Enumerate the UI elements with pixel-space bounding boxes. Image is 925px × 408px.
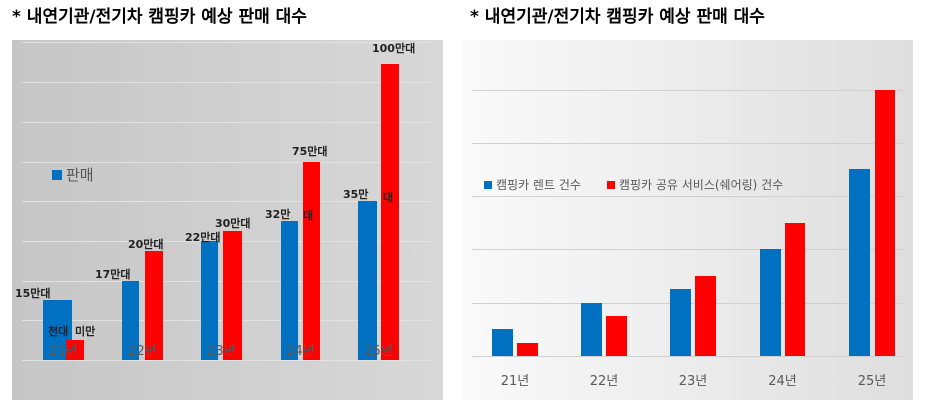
gridline: [22, 42, 433, 44]
red-bar-23년: [695, 276, 716, 356]
red-bar-24년: [785, 222, 805, 356]
x-tick-label: 23년: [207, 344, 236, 359]
gridline: [472, 142, 903, 144]
x-tick-label: 21년: [49, 344, 78, 359]
data-label: 대: [303, 209, 314, 222]
data-label: 대: [383, 191, 394, 204]
gridline: [22, 201, 433, 203]
data-label: 35만: [343, 188, 369, 201]
legend-swatch: [606, 180, 615, 189]
x-tick-label: 25년: [364, 344, 393, 359]
legend-swatch: [52, 169, 62, 180]
data-label: 30만대: [215, 217, 251, 230]
chart-title-right: * 내연기관/전기차 캠핑카 예상 판매 대수: [470, 7, 765, 27]
red-bar-25년: [875, 89, 895, 356]
blue-bar-22년: [581, 302, 602, 356]
x-tick-label: 22년: [589, 374, 619, 389]
legend-label: 판매: [66, 166, 94, 184]
data-label: 20만대: [128, 238, 164, 251]
chart-right: 캠핑카 렌트 건수 캠핑카 공유 서비스(쉐어링) 건수 21년 22년 23년 24…: [462, 40, 913, 400]
blue-bar-25년: [849, 169, 870, 356]
red-bar-22년: [145, 250, 163, 360]
blue-bar-23년: [201, 240, 218, 360]
gridline: [22, 360, 433, 361]
gridline: [472, 356, 903, 357]
x-tick-label: 24년: [286, 344, 315, 359]
legend-label: 캠핑카 공유 서비스(쉐어링) 건수: [618, 178, 784, 192]
data-label: 15만대: [15, 287, 51, 300]
gridline: [22, 161, 433, 163]
blue-bar-24년: [760, 249, 781, 356]
chart-title-left: * 내연기관/전기차 캠핑카 예상 판매 대수: [12, 7, 307, 27]
gridline: [22, 82, 433, 84]
gridline: [22, 121, 433, 123]
chart-left: 판매 15만대 천대 미만 17만대 20만대 22만대 30만대 32만 대 …: [12, 40, 443, 400]
legend-swatch: [484, 180, 492, 189]
data-label: 100만대: [372, 42, 416, 55]
red-bar-23년: [223, 230, 242, 360]
x-tick-label: 23년: [678, 374, 708, 389]
legend-label: 캠핑카 렌트 건수: [496, 178, 581, 192]
legend: 판매: [52, 164, 94, 185]
blue-bar-21년: [492, 329, 513, 356]
x-tick-label: 25년: [857, 374, 887, 389]
x-tick-label: 21년: [500, 374, 530, 389]
red-bar-22년: [606, 316, 627, 356]
legend: 캠핑카 렌트 건수 캠핑카 공유 서비스(쉐어링) 건수: [484, 176, 783, 193]
data-label: 미만: [75, 325, 96, 338]
blue-bar-23년: [670, 289, 691, 356]
red-bar-21년: [517, 342, 538, 356]
red-bar-25년: [381, 64, 399, 360]
x-tick-label: 24년: [768, 374, 797, 389]
gridline: [472, 89, 903, 91]
blue-bar-22년: [122, 280, 139, 360]
data-label: 32만: [265, 208, 291, 221]
x-tick-label: 22년: [128, 344, 157, 359]
gridline: [472, 249, 903, 251]
data-label: 17만대: [95, 268, 131, 281]
data-label: 천대: [48, 325, 69, 338]
blue-bar-25년: [358, 201, 377, 360]
gridline: [472, 196, 903, 198]
data-label: 75만대: [292, 145, 328, 158]
blue-bar-24년: [281, 221, 298, 360]
red-bar-24년: [303, 161, 320, 360]
red-bar-21년: [66, 340, 84, 360]
data-label: 22만대: [185, 231, 221, 244]
